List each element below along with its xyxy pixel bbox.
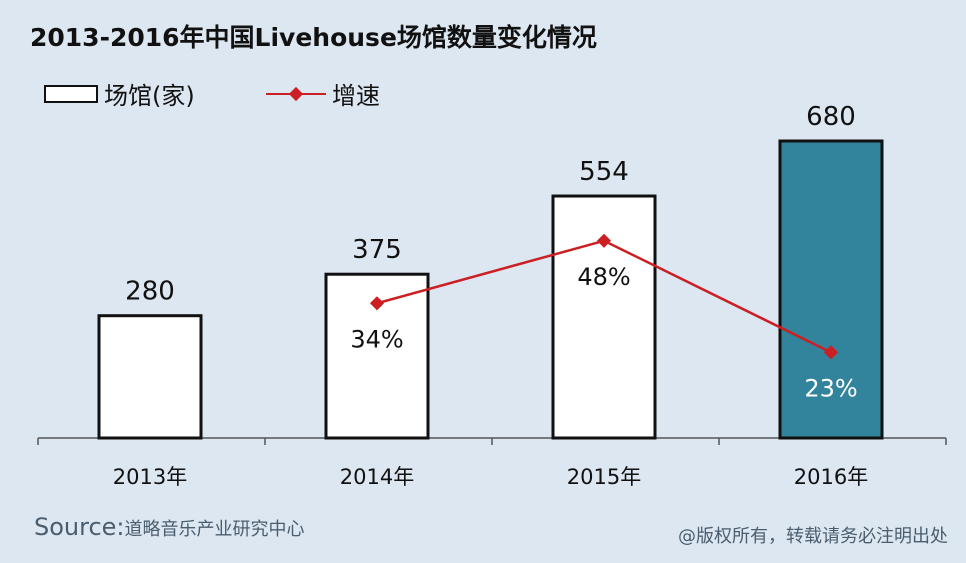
growth-value-label: 23% [804,374,857,402]
bar-value-label: 280 [125,277,175,307]
bar-2016年 [778,139,884,440]
bar-2015年 [551,194,657,440]
legend-label-venues: 场馆(家) [104,82,195,110]
bar-value-label: 554 [579,157,629,187]
bar-2013年 [97,314,203,440]
x-tick-label: 2016年 [794,465,868,489]
source-prefix: Source: [34,513,125,541]
x-tick-label: 2015年 [567,465,641,489]
source-name: 道略音乐产业研究中心 [124,519,305,540]
copyright-note: @版权所有，转载请务必注明出处 [678,526,948,547]
growth-point-2014年 [369,296,385,311]
bar-value-label: 680 [806,102,856,132]
growth-value-label: 48% [577,263,630,291]
growth-point-2015年 [596,233,612,248]
legend-label-growth: 增速 [332,82,380,110]
growth-value-label: 34% [350,325,403,353]
legend-item-venues: 场馆(家) [44,76,195,111]
chart-title: 2013-2016年中国Livehouse场馆数量变化情况 [30,23,597,52]
growth-point-2016年 [823,345,839,360]
x-tick-label: 2013年 [113,465,187,489]
legend-swatch-bar [44,84,98,103]
source-note: Source:道略音乐产业研究中心 [34,513,305,541]
bar-value-label: 375 [352,235,402,265]
legend-swatch-line [266,85,326,103]
x-tick-label: 2014年 [340,465,414,489]
legend-item-growth: 增速 [266,76,380,111]
